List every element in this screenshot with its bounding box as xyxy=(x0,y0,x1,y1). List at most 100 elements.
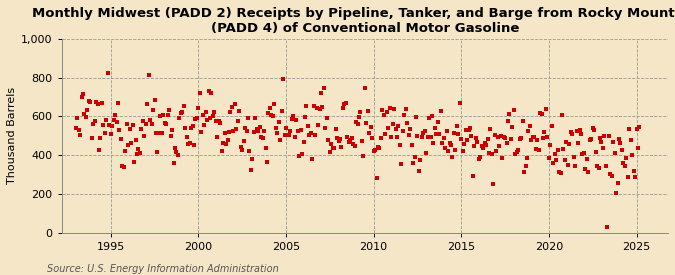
Point xyxy=(227,105,238,110)
Point xyxy=(193,106,204,111)
Point xyxy=(246,168,256,172)
Point xyxy=(410,115,421,119)
Point xyxy=(256,135,267,140)
Point xyxy=(162,113,173,117)
Point xyxy=(330,126,341,131)
Point xyxy=(428,141,439,146)
Point xyxy=(596,139,607,144)
Point xyxy=(338,106,348,110)
Point xyxy=(313,123,323,127)
Point xyxy=(342,135,353,139)
Point xyxy=(443,149,454,153)
Point xyxy=(608,140,618,144)
Point xyxy=(631,127,642,131)
Point xyxy=(562,163,573,167)
Point xyxy=(79,112,90,116)
Point xyxy=(405,127,416,131)
Point xyxy=(478,146,489,150)
Point xyxy=(197,113,208,117)
Point xyxy=(161,122,171,127)
Point xyxy=(288,114,298,118)
Point xyxy=(632,146,643,150)
Point xyxy=(593,166,604,170)
Point xyxy=(73,128,84,133)
Point xyxy=(286,117,297,121)
Point xyxy=(327,146,338,150)
Point xyxy=(624,127,634,131)
Point xyxy=(310,132,321,137)
Point xyxy=(240,126,250,130)
Point xyxy=(134,151,145,155)
Point xyxy=(281,125,292,130)
Point xyxy=(605,172,616,176)
Point xyxy=(314,107,325,111)
Point xyxy=(329,146,340,151)
Point xyxy=(440,146,451,150)
Point xyxy=(259,129,269,133)
Point xyxy=(282,132,293,137)
Point xyxy=(557,112,568,117)
Point xyxy=(560,158,570,163)
Point xyxy=(555,171,566,175)
Point xyxy=(212,135,223,139)
Point xyxy=(174,116,185,120)
Point xyxy=(488,182,499,186)
Point xyxy=(228,129,239,133)
Point xyxy=(361,120,372,125)
Point xyxy=(90,100,101,104)
Point xyxy=(460,128,471,133)
Point xyxy=(587,126,598,131)
Point xyxy=(153,131,164,136)
Point xyxy=(383,125,394,130)
Y-axis label: Thousand Barrels: Thousand Barrels xyxy=(7,87,17,184)
Point xyxy=(512,149,522,154)
Point xyxy=(399,113,410,117)
Point xyxy=(425,134,436,139)
Point xyxy=(435,109,446,113)
Point xyxy=(379,113,389,117)
Point xyxy=(284,133,294,137)
Point xyxy=(304,133,315,137)
Point xyxy=(103,70,113,75)
Point xyxy=(628,169,639,173)
Point xyxy=(136,127,146,131)
Point xyxy=(336,145,347,149)
Point xyxy=(597,146,608,150)
Point xyxy=(412,134,423,138)
Point xyxy=(146,122,157,126)
Point xyxy=(516,136,526,141)
Point xyxy=(403,132,414,137)
Point xyxy=(291,118,302,122)
Point xyxy=(254,125,265,130)
Point xyxy=(86,136,97,140)
Point xyxy=(85,99,96,104)
Point xyxy=(279,133,290,137)
Text: Source: U.S. Energy Information Administration: Source: U.S. Energy Information Administ… xyxy=(47,264,279,274)
Point xyxy=(614,136,624,141)
Point xyxy=(367,136,377,141)
Point xyxy=(510,152,520,156)
Point xyxy=(333,139,344,144)
Point xyxy=(296,152,307,156)
Point xyxy=(634,125,645,129)
Point xyxy=(398,129,408,133)
Point xyxy=(335,137,346,141)
Point xyxy=(238,138,249,143)
Point xyxy=(266,113,277,117)
Point xyxy=(570,164,580,168)
Point xyxy=(589,128,599,132)
Point xyxy=(566,130,576,134)
Point xyxy=(250,116,261,120)
Point xyxy=(319,86,329,90)
Point xyxy=(331,136,342,141)
Point xyxy=(625,138,636,142)
Point xyxy=(355,110,366,114)
Point xyxy=(500,136,510,141)
Point xyxy=(305,131,316,135)
Point xyxy=(344,140,354,144)
Point xyxy=(168,161,179,166)
Point xyxy=(262,160,273,165)
Point xyxy=(316,91,327,95)
Point xyxy=(317,105,328,109)
Point xyxy=(120,149,131,153)
